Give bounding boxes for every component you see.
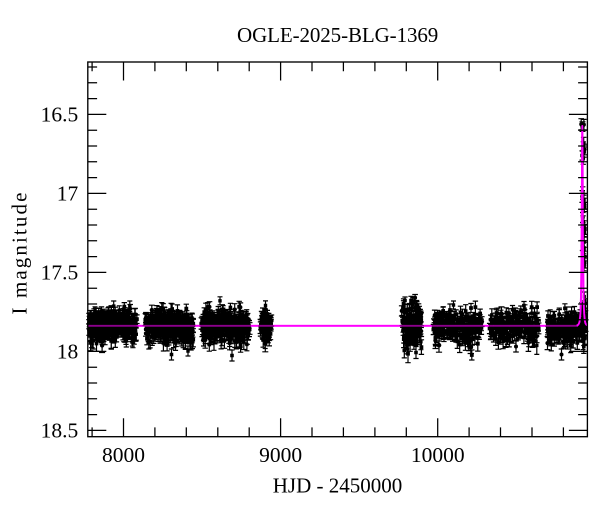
svg-text:OGLE-2025-BLG-1369: OGLE-2025-BLG-1369 <box>237 23 438 47</box>
svg-text:10000: 10000 <box>411 443 465 467</box>
svg-text:18: 18 <box>57 340 79 364</box>
svg-text:9000: 9000 <box>259 443 302 467</box>
svg-text:8000: 8000 <box>102 443 145 467</box>
svg-text:18.5: 18.5 <box>41 419 79 443</box>
svg-text:17: 17 <box>57 182 79 206</box>
svg-text:HJD - 2450000: HJD - 2450000 <box>273 474 403 498</box>
svg-text:16.5: 16.5 <box>41 103 79 127</box>
svg-text:17.5: 17.5 <box>41 261 79 285</box>
svg-text:I magnitude: I magnitude <box>8 191 32 315</box>
